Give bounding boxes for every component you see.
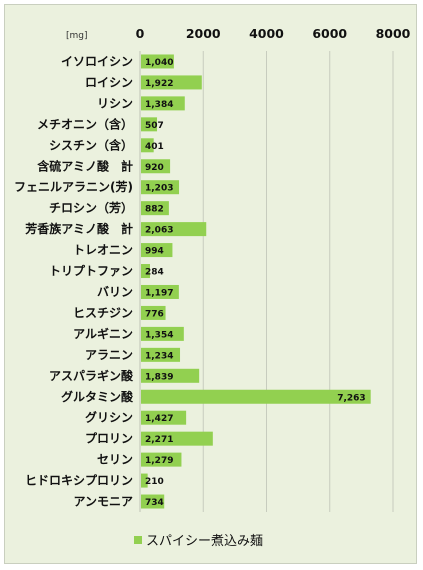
category-label: メチオニン（含） bbox=[37, 116, 133, 131]
bar bbox=[141, 264, 150, 279]
data-label: 882 bbox=[145, 205, 164, 215]
data-label: 1,234 bbox=[145, 351, 173, 361]
data-label: 994 bbox=[145, 247, 164, 257]
bar bbox=[141, 159, 171, 174]
chart-frame bbox=[4, 4, 417, 564]
data-label: 1,427 bbox=[145, 414, 173, 424]
bar bbox=[141, 75, 202, 90]
category-label: バリン bbox=[97, 285, 133, 299]
category-label: トリプトファン bbox=[49, 263, 133, 278]
data-label: 284 bbox=[145, 268, 164, 278]
unit-label: [mg] bbox=[66, 31, 88, 41]
data-label: 401 bbox=[145, 142, 164, 152]
data-label: 2,063 bbox=[145, 226, 173, 236]
data-label: 1,384 bbox=[145, 100, 173, 110]
bar bbox=[141, 243, 173, 258]
category-label: アンモニア bbox=[73, 495, 133, 509]
data-label: 1,354 bbox=[145, 330, 173, 340]
data-label: 2,271 bbox=[145, 435, 173, 445]
bar bbox=[141, 180, 180, 195]
bar bbox=[141, 284, 179, 299]
bar bbox=[141, 452, 182, 467]
bar bbox=[141, 431, 213, 446]
legend: スパイシー煮込み麺 bbox=[134, 534, 263, 549]
bar bbox=[141, 326, 184, 341]
category-label: グルタミン酸 bbox=[61, 389, 134, 404]
data-label: 734 bbox=[145, 498, 164, 508]
data-label: 507 bbox=[145, 121, 164, 131]
bar bbox=[141, 138, 154, 153]
bar bbox=[141, 222, 207, 237]
category-label: アスパラギン酸 bbox=[49, 368, 134, 383]
data-label: 1,197 bbox=[145, 288, 173, 298]
data-label: 1,279 bbox=[145, 456, 173, 466]
category-label: リシン bbox=[97, 96, 133, 110]
x-tick-label: 6000 bbox=[312, 26, 347, 41]
category-label: 芳香族アミノ酸 計 bbox=[25, 221, 133, 236]
category-label: セリン bbox=[97, 453, 133, 467]
bar bbox=[141, 96, 185, 111]
data-label: 1,839 bbox=[145, 372, 173, 382]
category-label: ロイシン bbox=[85, 75, 133, 89]
bar bbox=[141, 368, 200, 383]
bar bbox=[141, 410, 187, 425]
category-label: 含硫アミノ酸 計 bbox=[37, 158, 133, 173]
bar bbox=[141, 201, 169, 216]
data-label: 1,040 bbox=[145, 58, 173, 68]
data-label: 776 bbox=[145, 309, 164, 319]
category-label: チロシン（芳） bbox=[49, 200, 133, 215]
data-label: 1,203 bbox=[145, 184, 173, 194]
bar bbox=[141, 389, 371, 404]
data-label: 1,922 bbox=[145, 79, 173, 89]
bar bbox=[141, 54, 174, 69]
legend-label: スパイシー煮込み麺 bbox=[146, 534, 263, 549]
x-tick-label: 2000 bbox=[186, 26, 221, 41]
category-label: アラニン bbox=[85, 348, 133, 362]
category-label: イソロイシン bbox=[61, 54, 133, 68]
data-label: 7,263 bbox=[337, 393, 365, 403]
x-tick-label: 8000 bbox=[376, 26, 411, 41]
category-label: グリシン bbox=[85, 410, 133, 425]
category-label: トレオニン bbox=[73, 243, 133, 257]
bar bbox=[141, 347, 181, 362]
bar bbox=[141, 305, 166, 320]
legend-swatch bbox=[134, 536, 142, 544]
category-label: ヒドロキシプロリン bbox=[25, 473, 133, 488]
data-label: 210 bbox=[145, 477, 164, 487]
bar bbox=[141, 117, 158, 132]
category-label: シスチン（含） bbox=[49, 137, 133, 152]
data-label: 920 bbox=[145, 163, 164, 173]
bar bbox=[141, 494, 165, 509]
bar bbox=[141, 473, 148, 488]
category-label: プロリン bbox=[85, 431, 133, 446]
x-tick-label: 0 bbox=[136, 26, 145, 41]
category-label: アルギニン bbox=[73, 326, 133, 341]
category-label: フェニルアラニン(芳) bbox=[14, 179, 133, 194]
x-tick-label: 4000 bbox=[249, 26, 284, 41]
category-label: ヒスチジン bbox=[73, 306, 133, 320]
